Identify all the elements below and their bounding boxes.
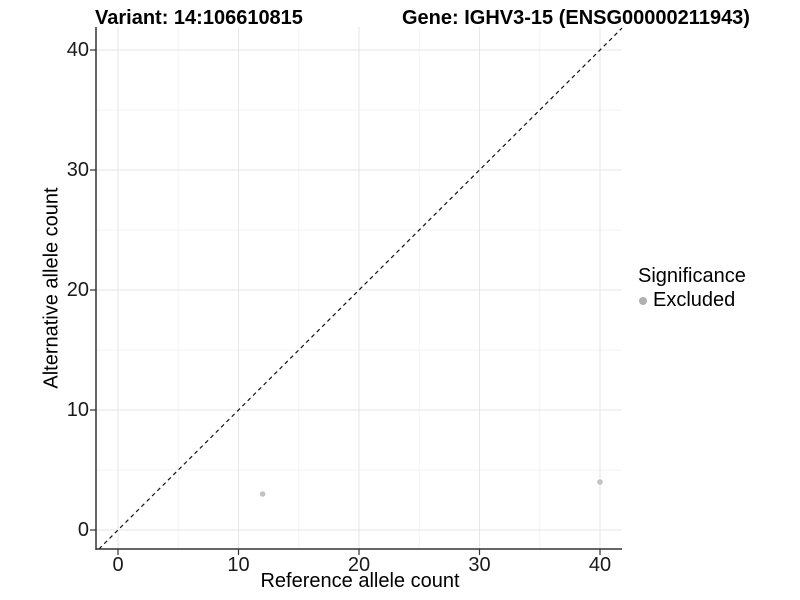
y-axis-title: Alternative allele count xyxy=(40,187,63,389)
x-tick-label: 10 xyxy=(227,554,250,576)
legend-title: Significance xyxy=(638,265,746,287)
gene-title: Gene: IGHV3-15 (ENSG00000211943) xyxy=(402,7,750,29)
x-tick-label: 40 xyxy=(588,554,612,576)
y-tick-label: 0 xyxy=(77,519,89,541)
variant-title: Variant: 14:106610815 xyxy=(95,7,303,29)
y-tick-label: 40 xyxy=(66,39,89,61)
data-point xyxy=(597,479,603,485)
x-tick-label: 20 xyxy=(347,554,371,576)
x-tick-label: 0 xyxy=(112,554,124,576)
legend-point-icon xyxy=(639,296,647,305)
x-tick-label: 30 xyxy=(468,554,491,576)
y-tick-label: 30 xyxy=(66,159,89,181)
y-tick-label: 10 xyxy=(66,399,89,421)
legend-item-label: Excluded xyxy=(653,289,736,311)
x-axis-title: Reference allele count xyxy=(260,570,460,592)
data-point xyxy=(259,491,266,497)
identity-line xyxy=(98,27,623,550)
y-tick-label: 20 xyxy=(66,279,89,301)
legend-item-excluded: Excluded xyxy=(636,289,746,312)
legend: Significance Excluded xyxy=(636,265,746,312)
